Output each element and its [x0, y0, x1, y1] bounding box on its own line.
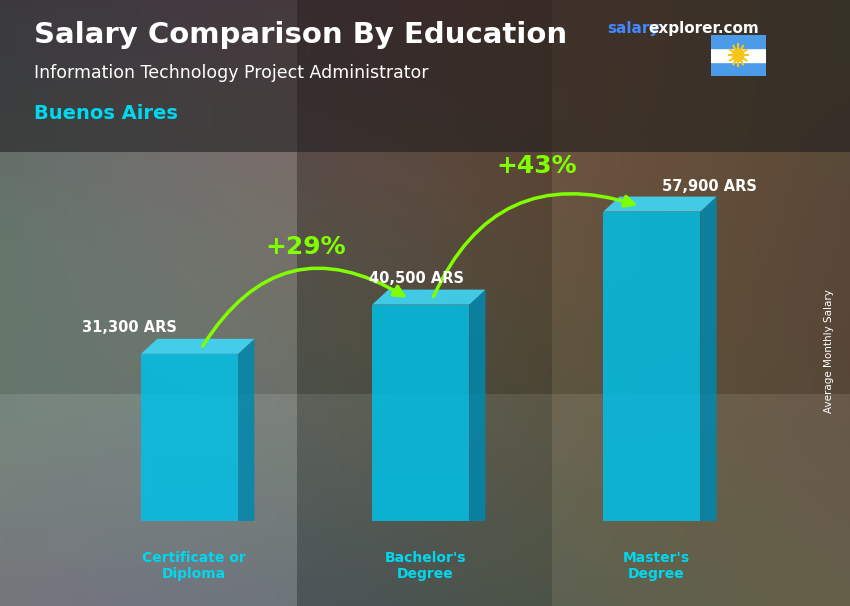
Text: Master's
Degree: Master's Degree: [623, 551, 690, 581]
Text: Buenos Aires: Buenos Aires: [34, 104, 178, 123]
Polygon shape: [372, 305, 469, 521]
Polygon shape: [469, 290, 485, 521]
Text: Information Technology Project Administrator: Information Technology Project Administr…: [34, 64, 428, 82]
Circle shape: [733, 49, 744, 61]
Text: +29%: +29%: [265, 235, 345, 259]
Bar: [711, 48, 766, 62]
Text: explorer.com: explorer.com: [649, 21, 759, 36]
Bar: [711, 35, 766, 48]
Polygon shape: [700, 196, 717, 521]
Text: 40,500 ARS: 40,500 ARS: [369, 271, 463, 286]
Polygon shape: [604, 211, 700, 521]
Bar: [711, 62, 766, 76]
Polygon shape: [372, 290, 485, 305]
Text: 31,300 ARS: 31,300 ARS: [82, 320, 177, 335]
Text: Salary Comparison By Education: Salary Comparison By Education: [34, 21, 567, 49]
Polygon shape: [141, 339, 254, 354]
Text: 57,900 ARS: 57,900 ARS: [662, 179, 757, 195]
Polygon shape: [604, 196, 717, 211]
Text: salary: salary: [608, 21, 660, 36]
Text: Certificate or
Diploma: Certificate or Diploma: [143, 551, 246, 581]
Polygon shape: [238, 339, 254, 521]
Polygon shape: [141, 354, 238, 521]
Text: +43%: +43%: [496, 153, 576, 178]
Text: Bachelor's
Degree: Bachelor's Degree: [384, 551, 466, 581]
Text: Average Monthly Salary: Average Monthly Salary: [824, 290, 834, 413]
